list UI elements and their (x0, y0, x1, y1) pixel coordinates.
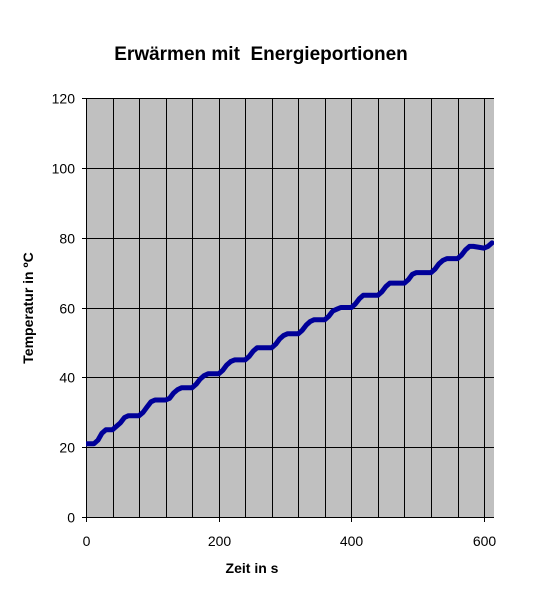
y-tick-label: 40 (59, 370, 75, 386)
y-tick-label: 0 (67, 510, 75, 526)
x-axis-title: Zeit in s (226, 560, 279, 576)
x-tick-label: 200 (208, 533, 232, 549)
chart-title: Erwärmen mit Energieportionen (114, 44, 408, 65)
series-line (86, 240, 494, 447)
y-tick-label: 120 (52, 91, 76, 107)
y-tick-label: 80 (59, 231, 75, 247)
y-axis-title: Temperatur in ºC (20, 252, 36, 363)
y-tick-label: 60 (59, 301, 75, 317)
axes (86, 98, 494, 518)
series-layer (86, 240, 494, 447)
x-tick-label: 0 (83, 533, 91, 549)
x-tick-label: 400 (340, 533, 364, 549)
y-tick-label: 20 (59, 440, 75, 456)
y-tick-label: 100 (52, 161, 76, 177)
x-tick-label: 600 (473, 533, 497, 549)
gridlines (86, 98, 494, 518)
plot-area (86, 98, 494, 517)
tick-labels: 0 20 40 60 80 100 120 0 200 400 600 (52, 91, 497, 550)
